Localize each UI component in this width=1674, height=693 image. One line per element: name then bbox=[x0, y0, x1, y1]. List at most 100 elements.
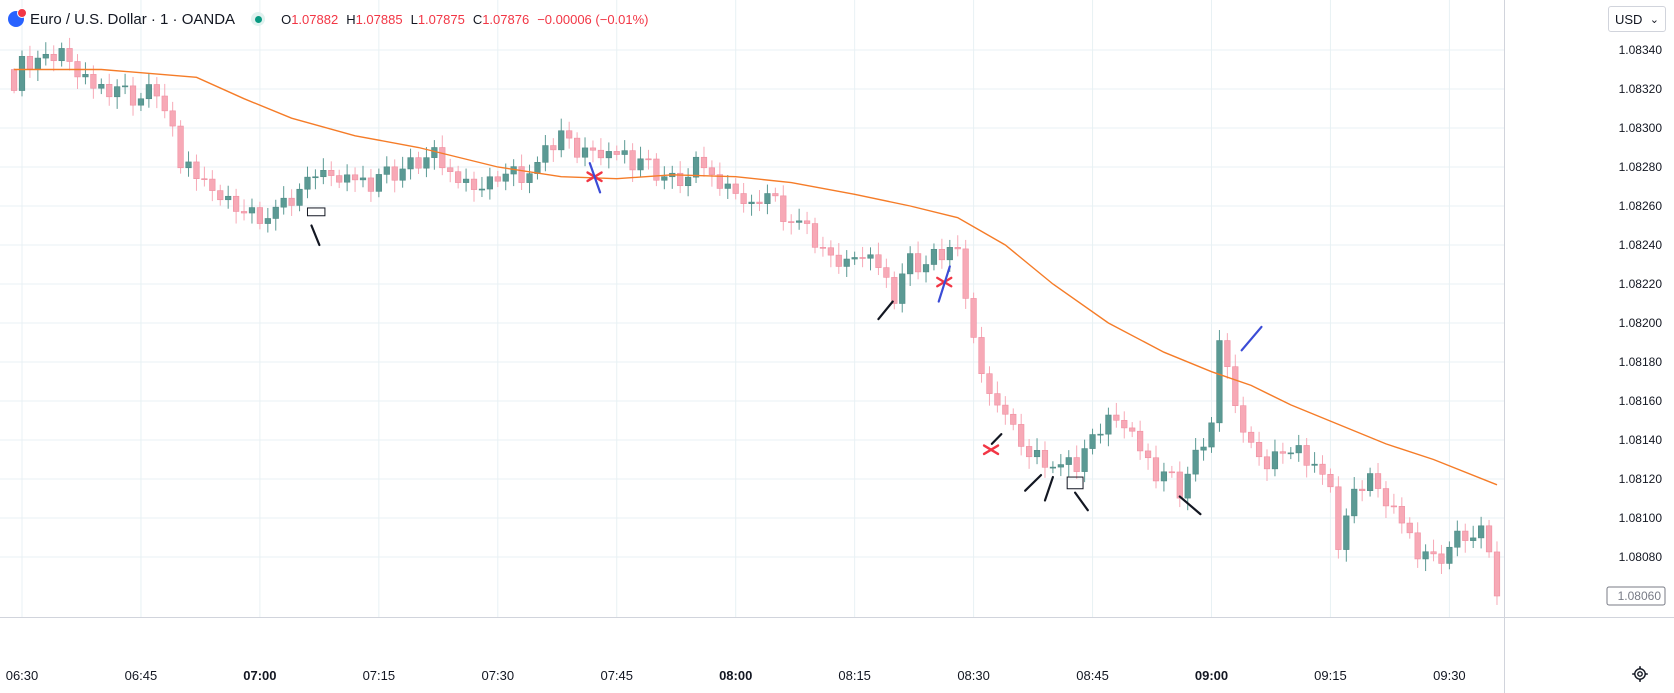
annotation-box bbox=[306, 207, 326, 217]
candle-body bbox=[930, 248, 938, 265]
candle-body bbox=[1279, 451, 1286, 454]
price-tick-label: 1.08220 bbox=[1619, 277, 1663, 291]
candle-body bbox=[914, 253, 922, 273]
candle-body bbox=[827, 247, 834, 256]
candle-body bbox=[716, 174, 723, 189]
candle-body bbox=[407, 157, 414, 170]
candle-body bbox=[542, 145, 549, 163]
currency-select[interactable]: USD ⌄ bbox=[1608, 6, 1666, 32]
candle-body bbox=[1335, 486, 1342, 550]
candle-body bbox=[1422, 551, 1429, 560]
candle-body bbox=[359, 177, 367, 181]
candle-body bbox=[1319, 463, 1326, 475]
candle-body bbox=[1097, 433, 1104, 436]
candle-body bbox=[26, 56, 34, 70]
candle-body bbox=[796, 220, 803, 223]
candle-body bbox=[994, 393, 1001, 406]
annotation-line bbox=[310, 224, 321, 247]
price-tick-label: 1.08080 bbox=[1619, 550, 1663, 564]
candle-body bbox=[169, 110, 176, 127]
candle-body bbox=[835, 254, 842, 267]
price-tick-label: 1.08200 bbox=[1619, 316, 1663, 330]
time-axis: 06:30 06:45 07:00 07:15 07:30 07:45 08:00 08:15… bbox=[6, 668, 1466, 683]
candle-body bbox=[193, 161, 200, 179]
candle-body bbox=[185, 161, 192, 169]
candle-body bbox=[621, 150, 628, 155]
candle-body bbox=[264, 218, 271, 224]
candle-body bbox=[1200, 446, 1207, 451]
settings-button[interactable] bbox=[1630, 664, 1650, 684]
candle-body bbox=[1287, 452, 1294, 455]
candle-body bbox=[867, 254, 874, 259]
price-tick-label: 1.08320 bbox=[1619, 82, 1663, 96]
candle-body bbox=[439, 147, 446, 169]
candle-body bbox=[209, 178, 216, 191]
candle-body bbox=[883, 267, 890, 278]
candle-body bbox=[1367, 473, 1374, 492]
candle-body bbox=[1073, 457, 1080, 472]
last-price-label: 1.08060 bbox=[1618, 589, 1662, 603]
candles bbox=[10, 37, 1501, 605]
candle-body bbox=[700, 156, 708, 169]
candle-body bbox=[106, 84, 113, 98]
time-tick-label: 07:00 bbox=[243, 668, 276, 683]
candle-body bbox=[803, 220, 811, 224]
candle-body bbox=[1414, 532, 1421, 560]
price-tick-label: 1.08100 bbox=[1619, 511, 1663, 525]
price-tick-label: 1.08160 bbox=[1619, 394, 1663, 408]
candle-body bbox=[217, 190, 224, 201]
candle-body bbox=[1216, 340, 1223, 424]
candle-body bbox=[296, 188, 303, 206]
candle-body bbox=[1010, 413, 1017, 425]
candle-body bbox=[978, 337, 985, 374]
annotation-line bbox=[877, 300, 894, 321]
candle-body bbox=[1232, 366, 1239, 406]
candle-body bbox=[1240, 405, 1247, 433]
price-tick-label: 1.08280 bbox=[1619, 160, 1663, 174]
candle-body bbox=[788, 221, 795, 223]
candle-body bbox=[1160, 471, 1168, 482]
candle-body bbox=[653, 158, 660, 181]
candle-body bbox=[161, 95, 168, 112]
candle-body bbox=[1430, 551, 1437, 555]
candle-body bbox=[1271, 451, 1279, 470]
candle-body bbox=[1470, 537, 1477, 541]
candle-body bbox=[1105, 414, 1112, 435]
high-label: H bbox=[346, 11, 356, 27]
candle-body bbox=[685, 176, 692, 187]
high-value: 1.07885 bbox=[355, 11, 403, 27]
candle-body bbox=[811, 223, 819, 248]
candle-body bbox=[843, 258, 850, 267]
time-tick-label: 07:15 bbox=[363, 668, 396, 683]
candle-body bbox=[415, 157, 422, 169]
candle-body bbox=[597, 149, 604, 159]
market-status-icon[interactable] bbox=[251, 12, 266, 26]
close-label: C bbox=[472, 11, 483, 27]
candle-body bbox=[486, 176, 493, 190]
candle-body bbox=[1351, 488, 1358, 517]
candle-body bbox=[328, 170, 335, 176]
candle-body bbox=[851, 257, 858, 260]
symbol-title[interactable]: Euro / U.S. Dollar · 1 · OANDA bbox=[30, 10, 236, 28]
candle-body bbox=[90, 74, 97, 89]
currency-value: USD bbox=[1615, 11, 1643, 27]
candle-body bbox=[1374, 473, 1382, 489]
candle-body bbox=[153, 84, 160, 97]
candle-body bbox=[1144, 450, 1152, 459]
last-price-label-box bbox=[1606, 586, 1666, 606]
candle-body bbox=[1446, 546, 1453, 564]
time-tick-label: 09:00 bbox=[1195, 668, 1228, 683]
moving-average-line bbox=[14, 68, 1498, 486]
open-label: O bbox=[281, 11, 292, 27]
candle-body bbox=[1359, 488, 1366, 492]
candle-body bbox=[724, 183, 731, 189]
candle-body bbox=[708, 167, 716, 175]
candle-body bbox=[986, 373, 993, 394]
candle-body bbox=[740, 193, 747, 204]
candle-body bbox=[661, 176, 668, 181]
price-tick-label: 1.08120 bbox=[1619, 472, 1663, 486]
annotation-box bbox=[1066, 476, 1084, 490]
candle-body bbox=[1168, 471, 1175, 474]
